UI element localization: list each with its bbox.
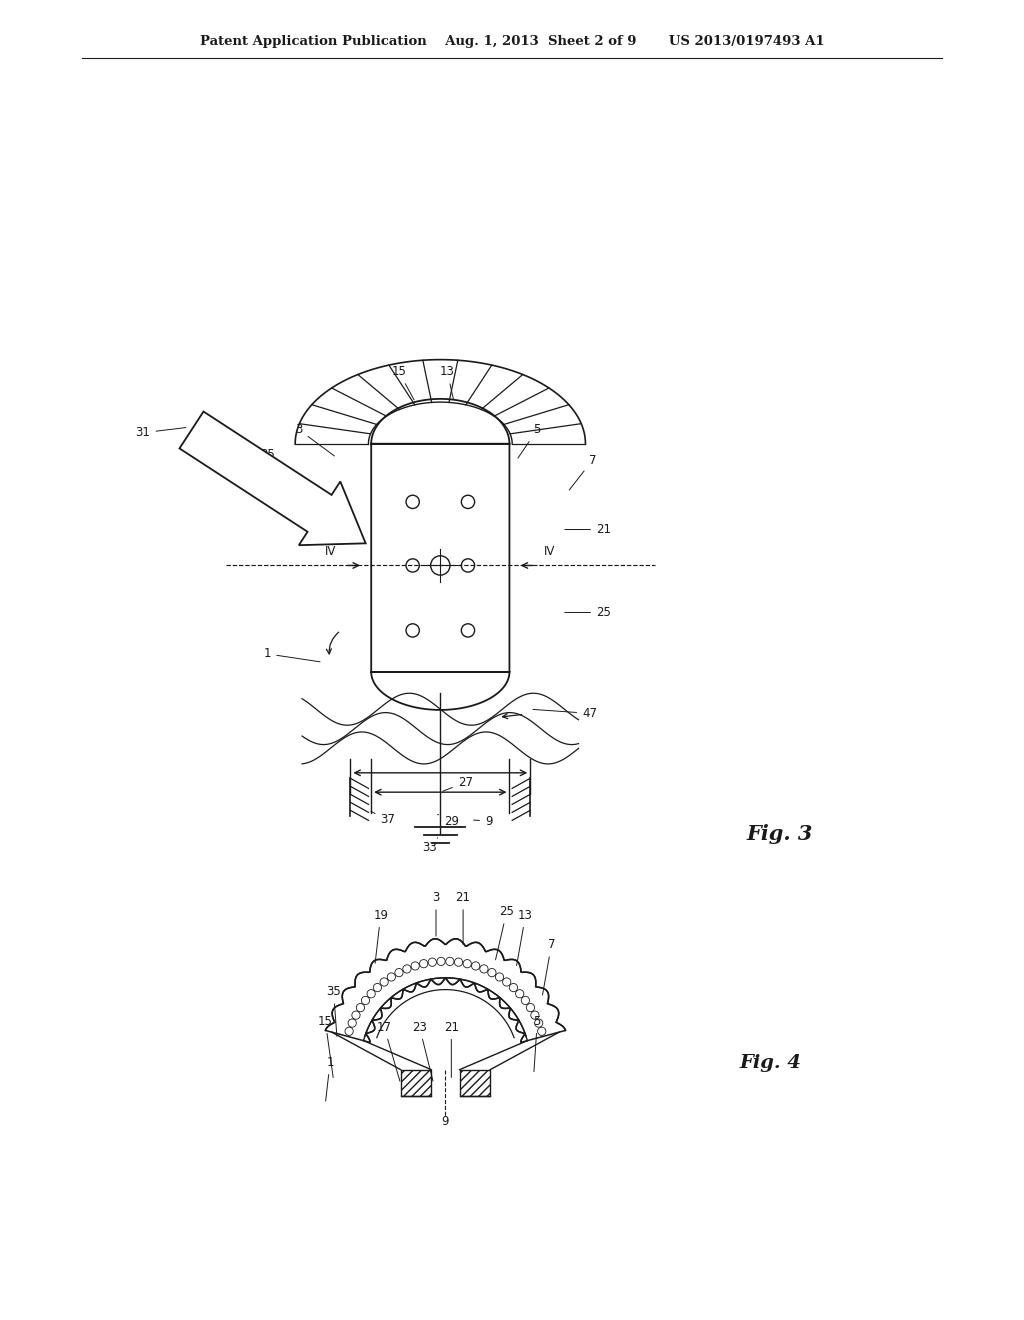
Text: 31: 31	[135, 426, 186, 440]
Text: 1: 1	[264, 647, 321, 661]
Text: 29: 29	[437, 814, 459, 828]
Text: Patent Application Publication    Aug. 1, 2013  Sheet 2 of 9       US 2013/01974: Patent Application Publication Aug. 1, 2…	[200, 36, 824, 49]
Text: 9: 9	[473, 814, 493, 828]
Text: 3: 3	[296, 424, 335, 455]
Text: Fig. 4: Fig. 4	[739, 1053, 801, 1072]
Text: 9: 9	[441, 1106, 450, 1129]
Text: IV: IV	[544, 545, 555, 558]
Text: 15: 15	[391, 366, 414, 400]
Text: Fig. 3: Fig. 3	[746, 825, 813, 845]
Text: 19: 19	[373, 909, 388, 964]
Text: 35: 35	[327, 986, 341, 1036]
Polygon shape	[371, 399, 510, 710]
Text: 23: 23	[412, 1020, 433, 1081]
Polygon shape	[179, 412, 366, 545]
Polygon shape	[326, 939, 565, 1043]
Text: 21: 21	[456, 891, 471, 944]
Text: 3: 3	[432, 891, 439, 936]
Text: 5: 5	[518, 424, 541, 458]
Text: 21: 21	[443, 1020, 459, 1077]
Text: 21: 21	[565, 523, 611, 536]
Text: 7: 7	[543, 939, 555, 995]
Text: 37: 37	[371, 812, 395, 826]
Text: 17: 17	[377, 1020, 400, 1081]
Text: 7: 7	[569, 454, 596, 490]
Bar	[460, 1069, 490, 1096]
Text: 25: 25	[565, 606, 611, 619]
Text: 35: 35	[260, 449, 311, 486]
Text: 27: 27	[443, 776, 473, 791]
Text: 5: 5	[534, 1015, 541, 1072]
Text: 15: 15	[317, 1015, 333, 1077]
Text: 47: 47	[532, 708, 597, 719]
Text: 33: 33	[422, 838, 437, 854]
Text: 1: 1	[326, 1056, 334, 1101]
Text: 25: 25	[496, 906, 514, 960]
Text: 13: 13	[516, 909, 532, 966]
Bar	[400, 1069, 431, 1096]
Text: IV: IV	[326, 545, 337, 558]
Text: 13: 13	[439, 366, 455, 400]
